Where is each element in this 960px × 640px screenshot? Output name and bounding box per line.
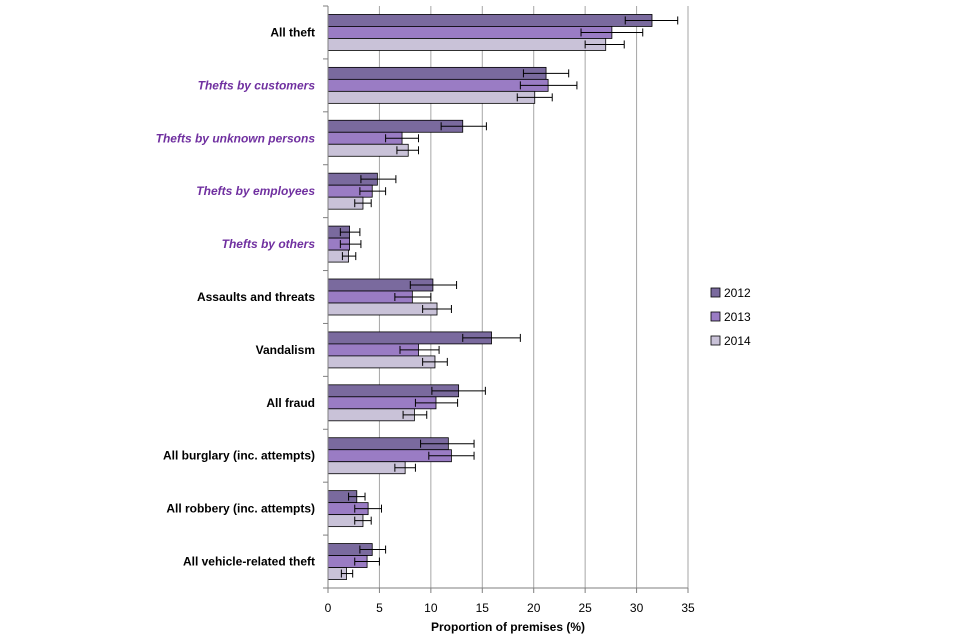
category-label-0: All theft xyxy=(270,25,315,39)
bar-group-10 xyxy=(327,543,387,580)
bar-group-9 xyxy=(327,490,382,528)
category-label-5: Assaults and threats xyxy=(197,290,315,304)
bar-group-2 xyxy=(327,119,487,157)
category-label-4: Thefts by others xyxy=(222,237,316,251)
bar-group-5 xyxy=(327,278,458,316)
bar-group-4 xyxy=(327,225,362,263)
legend-label-2014: 2014 xyxy=(724,334,751,348)
bar-2014-7 xyxy=(327,408,415,422)
axes xyxy=(323,5,689,593)
category-label-6: Vandalism xyxy=(256,343,315,357)
x-tick-label-15: 15 xyxy=(476,601,490,615)
category-label-10: All vehicle-related theft xyxy=(183,555,315,569)
x-axis-title: Proportion of premises (%) xyxy=(431,620,585,634)
bar-group-7 xyxy=(327,384,486,422)
bar-2012-1 xyxy=(327,66,547,80)
category-label-1: Thefts by customers xyxy=(198,78,316,92)
bar-2014-2 xyxy=(327,143,409,157)
legend-swatch-2013 xyxy=(710,311,721,322)
bar-2013-0 xyxy=(327,26,613,39)
x-tick-label-20: 20 xyxy=(527,601,541,615)
legend-label-2013: 2013 xyxy=(724,310,751,324)
x-tick-label-10: 10 xyxy=(424,601,438,615)
x-tick-label-25: 25 xyxy=(578,601,592,615)
legend-swatch-2014 xyxy=(710,335,721,346)
x-tick-label-30: 30 xyxy=(630,601,644,615)
bar-2014-0 xyxy=(327,38,607,51)
bar-2012-0 xyxy=(327,14,653,27)
bar-group-0 xyxy=(327,14,679,51)
category-label-9: All robbery (inc. attempts) xyxy=(166,502,315,516)
category-label-7: All fraud xyxy=(266,396,315,410)
bar-group-6 xyxy=(327,331,521,369)
bar-2014-1 xyxy=(327,90,536,104)
x-tick-label-0: 0 xyxy=(325,601,332,615)
legend-swatch-2012 xyxy=(710,287,721,298)
category-label-2: Thefts by unknown persons xyxy=(156,131,316,145)
bar-group-8 xyxy=(327,437,475,475)
x-tick-label-5: 5 xyxy=(376,601,383,615)
bar-2014-5 xyxy=(327,302,438,316)
legend: 2012 2013 2014 xyxy=(710,286,751,348)
x-tick-label-35: 35 xyxy=(681,601,695,615)
category-labels: All theft Thefts by customers Thefts by un… xyxy=(156,25,316,568)
legend-label-2012: 2012 xyxy=(724,286,751,300)
bar-2014-8 xyxy=(327,461,406,475)
bar-group-1 xyxy=(327,66,578,104)
bar-2014-6 xyxy=(327,355,436,369)
bar-groups xyxy=(327,14,679,580)
category-label-8: All burglary (inc. attempts) xyxy=(163,449,315,463)
bar-2013-1 xyxy=(327,78,549,92)
category-label-3: Thefts by employees xyxy=(196,184,315,198)
x-tick-labels: 0 5 10 15 20 25 30 35 xyxy=(325,601,695,615)
bar-group-3 xyxy=(327,172,397,210)
